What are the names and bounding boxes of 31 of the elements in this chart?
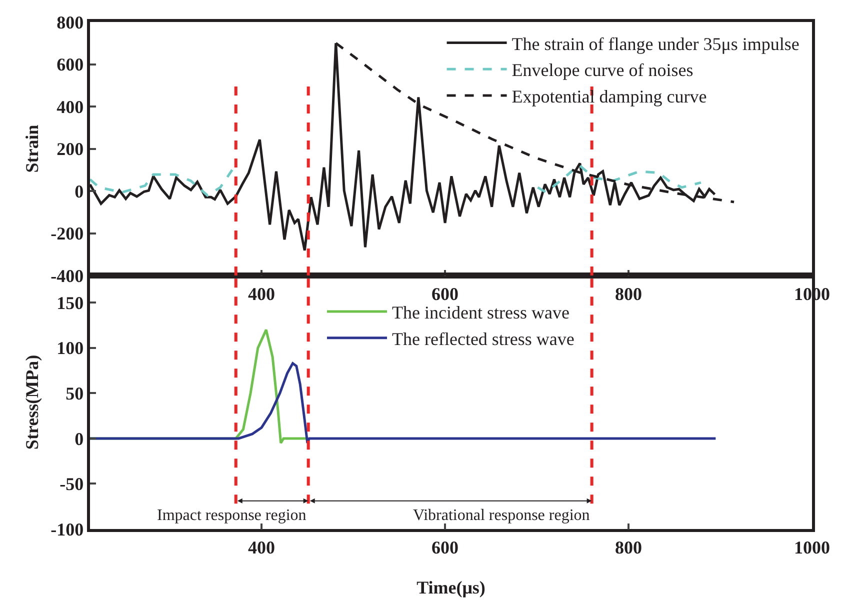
y-tick-label: -100 [50,519,84,540]
y-tick-label: 0 [74,428,84,449]
line-series [90,362,717,444]
x-tick-label: 400 [248,284,276,304]
y-tick-label: 150 [56,292,84,313]
annotation: Impact response region [157,507,306,524]
y-tick-label: 400 [56,96,84,117]
y-axis-title: Stress(MPa) [22,354,42,450]
legend-label: The incident stress wave [392,302,570,322]
y-tick-label: 100 [56,338,84,358]
y-tick-label: -50 [60,474,84,494]
x-axis-title: Time(μs) [416,577,486,598]
annotation: Vibrational response region [413,507,590,524]
legend-label: The strain of flange under 35μs impulse [512,34,800,54]
x-tick-label: 800 [615,284,642,304]
x-tick-label: 1000 [794,537,830,558]
y-tick-label: -400 [50,266,84,286]
x-tick-label: 600 [432,284,459,304]
legend-label: Envelope curve of noises [512,60,694,80]
y-tick-label: 800 [56,12,84,32]
x-tick-label: 800 [615,537,642,558]
y-tick-label: -200 [50,224,84,244]
y-tick-label: 50 [66,384,84,404]
legend-label: Expotential damping curve [512,86,707,107]
x-tick-label: 600 [432,537,459,558]
y-tick-label: 600 [56,54,84,75]
legend-label: The reflected stress wave [392,328,574,349]
y-tick-label: 0 [74,181,84,202]
x-tick-label: 400 [248,537,276,558]
y-tick-label: 200 [56,139,84,160]
y-axis-title: Strain [22,124,42,173]
